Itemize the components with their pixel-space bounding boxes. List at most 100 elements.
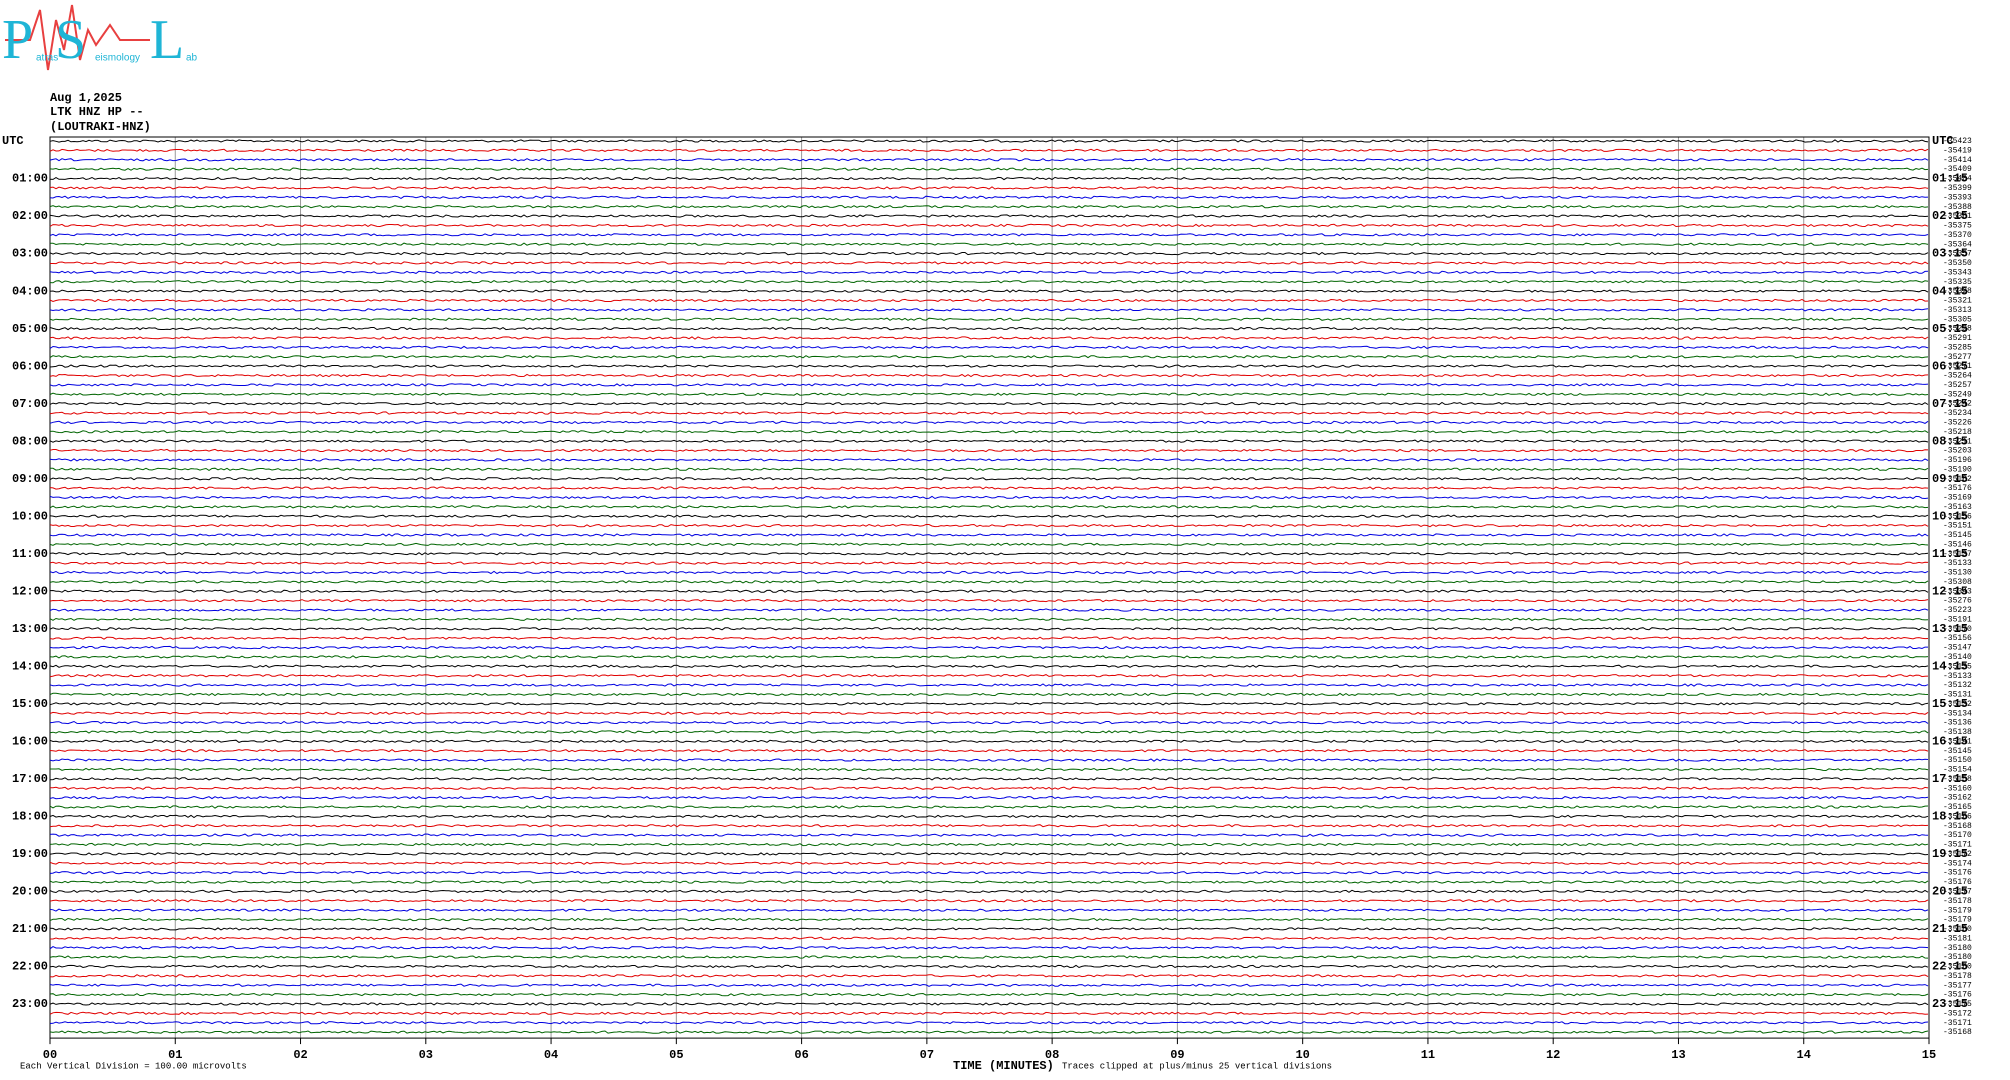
trace xyxy=(49,495,1929,500)
trace-offset: -35172 xyxy=(1943,850,1972,859)
trace-offset: -35162 xyxy=(1943,794,1972,803)
axis-title: TIME (MINUTES) xyxy=(953,1059,1054,1073)
trace xyxy=(49,795,1929,800)
trace xyxy=(49,1021,1929,1025)
trace xyxy=(49,233,1929,237)
trace-offset: -35234 xyxy=(1943,409,1972,418)
trace-offset: -35298 xyxy=(1943,325,1972,334)
x-tick-label: 02 xyxy=(293,1048,307,1062)
hour-label-right: 12:15 xyxy=(1932,584,1968,598)
trace-offset: -35271 xyxy=(1943,362,1972,371)
hour-label-left: 01:00 xyxy=(12,172,48,186)
trace xyxy=(49,223,1929,228)
logo-word: eismology xyxy=(95,53,140,64)
hour-label-right: 15:15 xyxy=(1932,697,1968,711)
trace-offset: -35136 xyxy=(1943,719,1972,728)
trace xyxy=(49,880,1929,884)
trace xyxy=(50,242,1929,246)
trace xyxy=(50,467,1929,472)
trace xyxy=(49,486,1929,490)
trace xyxy=(49,964,1929,969)
trace-offset: -35399 xyxy=(1943,184,1972,193)
trace xyxy=(49,645,1928,650)
trace xyxy=(49,430,1929,434)
logo: P S L atras eismology ab xyxy=(2,4,198,71)
trace xyxy=(49,992,1929,997)
division-note: Each Vertical Division = 100.00 microvol… xyxy=(20,1061,247,1071)
trace xyxy=(49,777,1929,781)
trace xyxy=(49,158,1929,162)
x-tick-label: 10 xyxy=(1295,1048,1309,1062)
hour-label-left: 18:00 xyxy=(12,810,48,824)
trace xyxy=(49,411,1929,415)
trace-offset: -35156 xyxy=(1943,512,1972,521)
trace-offset: -35364 xyxy=(1943,240,1972,249)
logo-letter: L xyxy=(150,9,184,71)
hour-label-left: 14:00 xyxy=(12,659,48,673)
trace-offset: -35133 xyxy=(1943,672,1972,681)
hour-label-right: 18:15 xyxy=(1932,810,1968,824)
trace xyxy=(49,636,1929,640)
trace xyxy=(49,176,1929,181)
trace-offset: -35179 xyxy=(1943,906,1972,915)
trace-offset: -35370 xyxy=(1943,231,1972,240)
logo-wave xyxy=(5,4,150,71)
trace xyxy=(49,730,1929,734)
trace-offset: -35131 xyxy=(1943,691,1972,700)
trace-offset: -35277 xyxy=(1943,353,1972,362)
trace xyxy=(49,345,1929,350)
trace-offset: -35414 xyxy=(1943,156,1972,165)
trace xyxy=(49,139,1929,143)
trace xyxy=(49,336,1929,340)
trace xyxy=(49,870,1929,875)
trace-offset: -35182 xyxy=(1943,475,1972,484)
trace-offset: -35151 xyxy=(1943,522,1972,531)
trace-offset: -35170 xyxy=(1943,831,1972,840)
x-tick-label: 00 xyxy=(43,1048,57,1062)
trace-offset: -35218 xyxy=(1943,428,1972,437)
trace xyxy=(49,148,1929,153)
trace xyxy=(49,326,1929,331)
trace-offset: -35393 xyxy=(1943,193,1972,202)
trace-offset: -35175 xyxy=(1943,1000,1972,1009)
trace-offset: -35178 xyxy=(1943,972,1972,981)
trace xyxy=(49,514,1929,518)
x-tick-label: 12 xyxy=(1546,1048,1560,1062)
trace xyxy=(49,364,1929,368)
hour-label-right: 07:15 xyxy=(1932,397,1968,411)
hour-label-right: 03:15 xyxy=(1932,247,1968,261)
trace-offset: -35308 xyxy=(1943,578,1972,587)
hour-label-right: 14:15 xyxy=(1932,659,1968,673)
hour-label-right: 11:15 xyxy=(1932,547,1968,561)
trace-offset: -35381 xyxy=(1943,212,1972,221)
hour-label-right: 22:15 xyxy=(1932,960,1968,974)
hour-label-left: 22:00 xyxy=(12,960,48,974)
hour-label-left: 12:00 xyxy=(12,584,48,598)
hour-label-left: UTC xyxy=(2,134,24,148)
trace xyxy=(49,392,1929,396)
trace-offset: -35169 xyxy=(1943,494,1972,503)
trace xyxy=(50,767,1929,772)
hour-label-left: 17:00 xyxy=(12,772,48,786)
trace xyxy=(49,308,1929,312)
hour-label-left: 15:00 xyxy=(12,697,48,711)
trace-offset: -35134 xyxy=(1943,709,1972,718)
plot-frame xyxy=(49,136,1930,1039)
trace xyxy=(49,401,1929,406)
trace xyxy=(49,355,1929,359)
trace-offset: -35130 xyxy=(1943,569,1972,578)
trace-offset: -35180 xyxy=(1943,944,1972,953)
trace xyxy=(49,383,1929,387)
trace xyxy=(49,692,1929,697)
trace xyxy=(49,505,1929,509)
trace-offset: -35276 xyxy=(1943,597,1972,606)
trace-offset: -35264 xyxy=(1943,372,1972,381)
hour-label-right: 17:15 xyxy=(1932,772,1968,786)
trace xyxy=(49,439,1929,443)
trace-offset: -35350 xyxy=(1943,259,1972,268)
hour-label-right: 06:15 xyxy=(1932,359,1968,373)
x-tick-label: 09 xyxy=(1170,1048,1184,1062)
trace xyxy=(49,561,1929,565)
trace-offset: -35180 xyxy=(1943,953,1972,962)
hour-label-left: 20:00 xyxy=(12,885,48,899)
